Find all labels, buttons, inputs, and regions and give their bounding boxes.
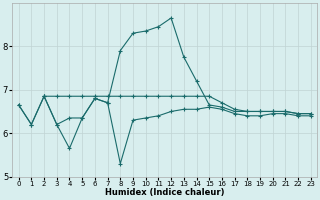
X-axis label: Humidex (Indice chaleur): Humidex (Indice chaleur)	[105, 188, 225, 197]
